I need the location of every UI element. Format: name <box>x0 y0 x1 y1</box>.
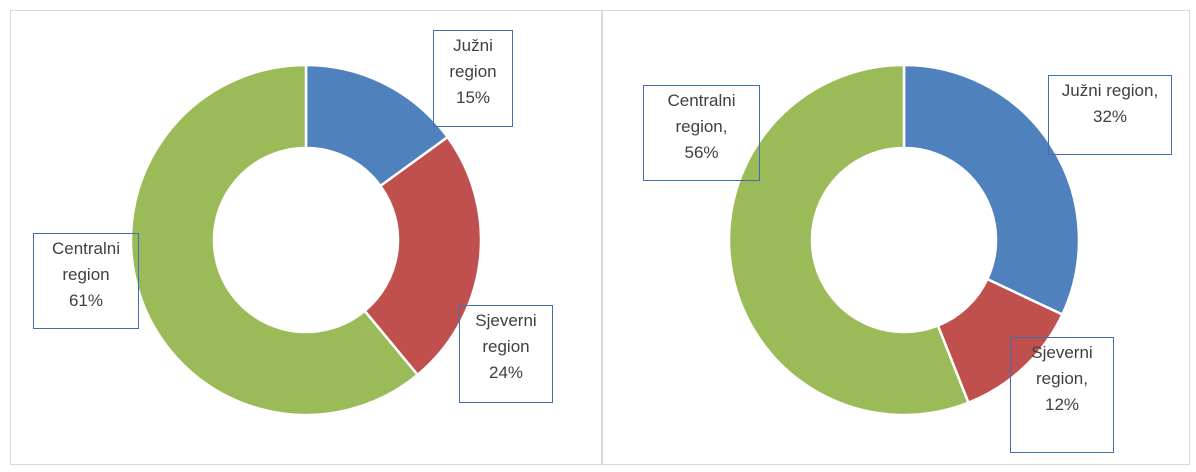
label-value-line: 15% <box>434 85 512 111</box>
label-value-line: 61% <box>34 288 138 314</box>
chart-panel <box>10 10 602 465</box>
data-label: Centralni region, 56% <box>643 85 760 181</box>
category-name: Sjeverni region <box>475 311 537 356</box>
value-label: 24% <box>488 363 524 382</box>
donut-slice <box>362 135 483 377</box>
label-separator: , <box>1083 369 1088 388</box>
label-separator: , <box>722 117 728 136</box>
label-name-line: Centralni region, <box>644 88 759 140</box>
label-value-line: 32% <box>1049 104 1171 130</box>
data-label: Južni region 15% <box>433 30 513 127</box>
donut-slice <box>902 63 1081 317</box>
data-label: Južni region, 32% <box>1048 75 1172 155</box>
category-name: Južni region <box>1061 81 1154 100</box>
value-label: 61% <box>68 291 104 310</box>
label-name-line: Sjeverni region, <box>1011 340 1113 392</box>
label-separator: , <box>1153 81 1159 100</box>
data-label: Centralni region 61% <box>33 233 139 329</box>
category-name: Sjeverni region <box>1031 343 1093 388</box>
donut-slice <box>727 63 971 417</box>
value-label: 56% <box>684 143 719 162</box>
category-name: Centralni region <box>51 239 121 284</box>
label-value-line: 56% <box>644 140 759 166</box>
data-label: Sjeverni region 24% <box>459 305 553 403</box>
label-name-line: Južni region, <box>1049 78 1171 104</box>
data-label: Sjeverni region, 12% <box>1010 337 1114 453</box>
value-label: 15% <box>455 88 491 107</box>
label-name-line: Centralni region <box>34 236 138 288</box>
category-name: Južni region <box>449 36 497 81</box>
chart-panel <box>602 10 1190 465</box>
value-label: 12% <box>1044 395 1080 414</box>
label-value-line: 24% <box>460 360 552 386</box>
category-name: Centralni region <box>667 91 736 136</box>
label-name-line: Južni region <box>434 33 512 85</box>
label-value-line: 12% <box>1011 392 1113 418</box>
label-name-line: Sjeverni region <box>460 308 552 360</box>
donut-slice <box>129 63 420 417</box>
value-label: 32% <box>1092 107 1128 126</box>
